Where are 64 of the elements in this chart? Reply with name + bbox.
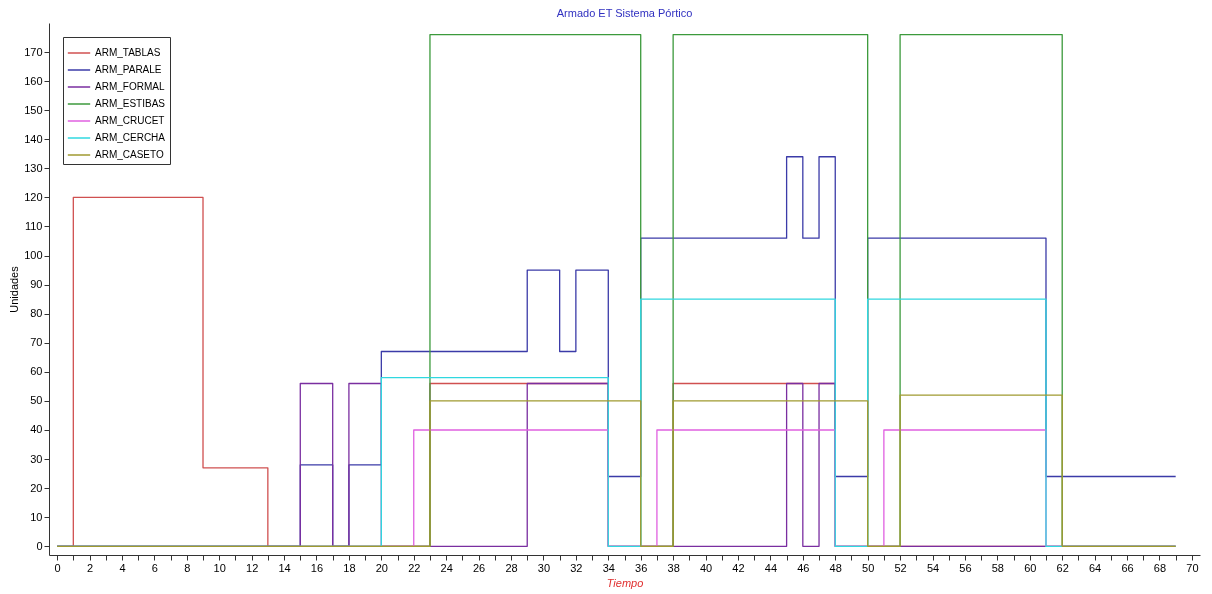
y-axis-title: Unidades bbox=[8, 265, 21, 313]
x-tick-label: 32 bbox=[570, 561, 583, 574]
x-tick-label: 70 bbox=[1186, 561, 1199, 574]
x-tick-label: 20 bbox=[375, 561, 388, 574]
y-tick-label: 140 bbox=[24, 132, 43, 145]
legend-label: ARM_ESTIBAS bbox=[95, 98, 166, 109]
y-tick-label: 110 bbox=[24, 220, 43, 232]
y-tick-label: 20 bbox=[30, 481, 43, 494]
y-tick-label: 160 bbox=[24, 74, 43, 87]
x-tick-label: 40 bbox=[699, 561, 713, 574]
x-tick-label: 38 bbox=[667, 561, 680, 574]
x-tick-label: 44 bbox=[764, 561, 778, 574]
x-tick-label: 54 bbox=[926, 561, 940, 574]
legend-label: ARM_FORMAL bbox=[95, 81, 165, 92]
x-tick-label: 60 bbox=[1024, 561, 1037, 574]
x-tick-label: 42 bbox=[732, 561, 745, 574]
x-tick-label: 0 bbox=[54, 561, 61, 574]
legend-label: ARM_CRUCET bbox=[95, 115, 165, 126]
x-tick-label: 10 bbox=[213, 561, 226, 574]
x-tick-label: 22 bbox=[408, 561, 421, 574]
y-tick-label: 170 bbox=[24, 45, 43, 58]
y-tick-label: 100 bbox=[24, 249, 43, 262]
x-tick-label: 6 bbox=[151, 561, 158, 574]
x-tick-label: 12 bbox=[246, 561, 259, 574]
x-tick-label: 34 bbox=[602, 561, 615, 574]
legend-label: ARM_PARALE bbox=[95, 64, 162, 75]
y-tick-label: 150 bbox=[24, 103, 43, 116]
x-tick-label: 58 bbox=[991, 561, 1004, 574]
y-tick-label: 0 bbox=[36, 539, 43, 552]
y-tick-label: 30 bbox=[30, 452, 43, 465]
x-tick-label: 66 bbox=[1121, 561, 1134, 574]
y-tick-label: 130 bbox=[24, 161, 43, 174]
legend-label: ARM_TABLAS bbox=[95, 47, 161, 58]
x-tick-label: 52 bbox=[894, 561, 907, 574]
x-tick-label: 28 bbox=[505, 561, 518, 574]
x-tick-label: 18 bbox=[343, 561, 356, 574]
y-tick-label: 80 bbox=[30, 307, 43, 320]
chart-title: Armado ET Sistema Pórtico bbox=[556, 7, 693, 19]
y-tick-label: 90 bbox=[30, 278, 43, 291]
x-tick-label: 36 bbox=[635, 561, 648, 574]
x-tick-label: 64 bbox=[1089, 561, 1102, 574]
x-tick-label: 26 bbox=[472, 561, 486, 574]
x-tick-label: 16 bbox=[310, 561, 324, 574]
x-tick-label: 68 bbox=[1153, 561, 1167, 574]
y-tick-label: 10 bbox=[30, 510, 43, 523]
y-tick-label: 40 bbox=[30, 423, 43, 436]
y-tick-label: 70 bbox=[30, 336, 43, 349]
x-axis-title: Tiempo bbox=[606, 576, 644, 589]
x-tick-label: 14 bbox=[278, 561, 291, 574]
y-tick-label: 50 bbox=[30, 394, 43, 407]
x-tick-label: 24 bbox=[440, 561, 453, 574]
x-tick-label: 4 bbox=[119, 561, 126, 574]
x-tick-label: 48 bbox=[829, 561, 842, 574]
x-tick-label: 30 bbox=[537, 561, 551, 574]
legend-label: ARM_CASETO bbox=[95, 149, 164, 160]
x-tick-label: 62 bbox=[1056, 561, 1069, 574]
x-tick-label: 8 bbox=[184, 561, 191, 574]
x-tick-label: 2 bbox=[86, 561, 94, 574]
x-tick-label: 56 bbox=[959, 561, 972, 574]
x-tick-label: 50 bbox=[862, 561, 875, 574]
legend-label: ARM_CERCHA bbox=[95, 132, 166, 143]
x-tick-label: 46 bbox=[797, 561, 810, 574]
y-tick-label: 60 bbox=[30, 365, 43, 378]
y-tick-label: 120 bbox=[24, 190, 43, 203]
